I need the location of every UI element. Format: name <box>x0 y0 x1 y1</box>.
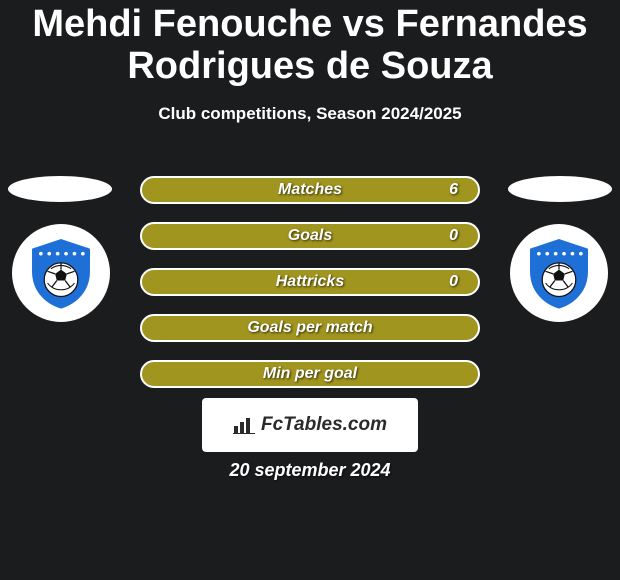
player-left-club-badge <box>12 224 110 322</box>
stat-label: Goals per match <box>142 319 478 337</box>
stat-row: Matches6 <box>140 176 480 204</box>
page-title: Mehdi Fenouche vs Fernandes Rodrigues de… <box>0 0 620 88</box>
stat-row: Goals per match <box>140 314 480 342</box>
stat-label: Goals <box>142 227 478 245</box>
stat-label: Matches <box>142 181 478 199</box>
brand-text: FcTables.com <box>261 414 387 436</box>
club-shield-icon <box>19 231 103 315</box>
stat-value-right: 6 <box>449 181 458 199</box>
player-right-flag <box>508 176 612 202</box>
stat-label: Hattricks <box>142 273 478 291</box>
brand-badge: FcTables.com <box>202 398 418 452</box>
club-shield-icon <box>517 231 601 315</box>
bar-chart-icon <box>233 416 255 434</box>
stat-label: Min per goal <box>142 365 478 383</box>
stat-value-right: 0 <box>449 227 458 245</box>
player-left-flag <box>8 176 112 202</box>
stat-row: Min per goal <box>140 360 480 388</box>
stat-row: Goals0 <box>140 222 480 250</box>
subtitle: Club competitions, Season 2024/2025 <box>0 104 620 124</box>
stat-row: Hattricks0 <box>140 268 480 296</box>
comparison-infographic: Mehdi Fenouche vs Fernandes Rodrigues de… <box>0 0 620 580</box>
flag-ellipse-icon <box>508 176 612 202</box>
stat-value-right: 0 <box>449 273 458 291</box>
flag-ellipse-icon <box>8 176 112 202</box>
player-right-club-badge <box>510 224 608 322</box>
infographic-date: 20 september 2024 <box>0 460 620 481</box>
